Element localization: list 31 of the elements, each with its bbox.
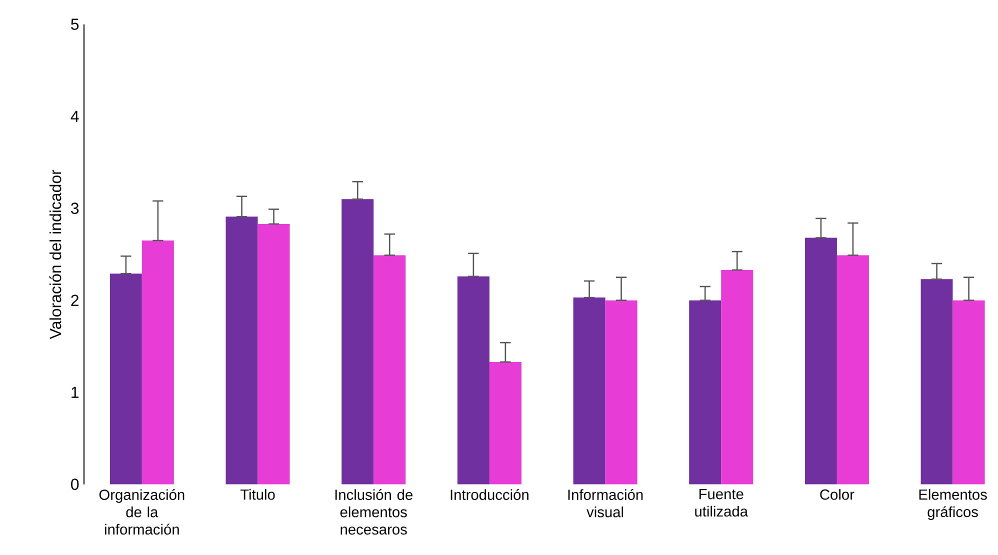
bar bbox=[605, 300, 638, 484]
y-tick-label: 2 bbox=[71, 294, 78, 306]
x-tick-label: Introducción bbox=[450, 489, 528, 500]
bar bbox=[258, 224, 290, 484]
bar bbox=[489, 362, 522, 484]
y-tick-label: 0 bbox=[71, 478, 79, 490]
bar bbox=[226, 216, 258, 484]
y-tick-label: 4 bbox=[70, 110, 79, 122]
bar bbox=[836, 255, 869, 484]
bar bbox=[110, 274, 142, 484]
y-tick-label: 1 bbox=[72, 386, 79, 398]
x-tick-label: Elementos gráficos bbox=[919, 489, 987, 520]
x-tick-label: Titulo bbox=[240, 489, 275, 500]
x-tick-label: Organización de la información bbox=[99, 489, 184, 535]
bar bbox=[721, 270, 754, 484]
bar bbox=[573, 298, 606, 484]
y-axis-title: Valoración del indicador bbox=[49, 170, 62, 340]
bar bbox=[342, 199, 374, 484]
x-tick-label: Inclusión de elementos necesaros bbox=[335, 489, 412, 535]
x-tick-label: Información visual bbox=[568, 489, 643, 518]
bar bbox=[952, 300, 985, 484]
bar bbox=[804, 238, 837, 484]
bar bbox=[142, 240, 174, 484]
y-tick-label: 5 bbox=[71, 18, 79, 30]
bar bbox=[374, 255, 406, 484]
bar bbox=[457, 276, 490, 484]
bar bbox=[920, 279, 953, 484]
x-tick-label: Fuente utilizada bbox=[695, 489, 748, 517]
bar bbox=[689, 300, 722, 484]
y-tick-label: 3 bbox=[71, 202, 79, 214]
x-tick-label: Color bbox=[820, 489, 854, 500]
